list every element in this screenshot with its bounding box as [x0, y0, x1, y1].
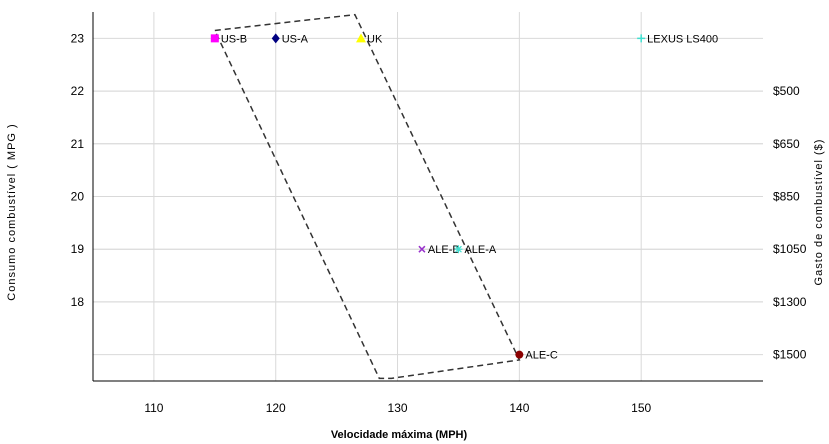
- y-axis-label: Consumo combustível ( MPG ): [6, 123, 18, 300]
- point-marker-x-b: [418, 245, 426, 253]
- y2-tick-labels: $500 $650 $850 $1050 $1300 $1500: [773, 84, 807, 362]
- x-tick-label: 150: [631, 401, 651, 415]
- x-tick-label: 110: [144, 401, 163, 415]
- y-tick-label: 18: [71, 295, 85, 309]
- y2-tick-label: $500: [773, 84, 800, 98]
- data-point-uk: UK: [356, 33, 383, 45]
- y-tick-label: 23: [71, 31, 85, 45]
- data-points: US-B US-A UK LEXUS LS400 ALE-B ALE-A ALE-C: [210, 33, 718, 362]
- y2-axis-label: Gasto de combustível ($): [813, 139, 825, 286]
- data-point-lexus-ls400: LEXUS LS400: [637, 33, 718, 45]
- point-marker-diamond: [271, 33, 280, 44]
- grid: [93, 12, 763, 381]
- axes: [92, 12, 763, 382]
- x-tick-label: 120: [266, 401, 286, 415]
- y2-tick-label: $1500: [773, 348, 807, 362]
- y-tick-label: 20: [71, 190, 85, 204]
- point-label: UK: [367, 33, 383, 45]
- point-label: LEXUS LS400: [647, 33, 718, 45]
- x-tick-label: 140: [509, 401, 529, 415]
- point-label: US-B: [221, 33, 247, 45]
- point-marker-circle: [515, 350, 524, 359]
- y-tick-label: 19: [71, 242, 85, 256]
- y2-tick-label: $650: [773, 137, 800, 151]
- data-point-us-b: US-B: [210, 33, 247, 45]
- y-tick-label: 21: [71, 137, 85, 151]
- y2-tick-label: $850: [773, 190, 800, 204]
- point-label: ALE-B: [428, 244, 460, 256]
- point-marker-square: [210, 34, 219, 43]
- x-tick-labels: 110 120 130 140 150: [144, 401, 651, 415]
- data-point-ale-c: ALE-C: [515, 350, 558, 362]
- point-label: ALE-C: [525, 350, 557, 362]
- point-marker-star-d2: [455, 245, 462, 253]
- y-tick-labels: 18 19 20 21 22 23: [71, 31, 85, 309]
- data-point-ale-b: ALE-B: [418, 244, 460, 256]
- y2-tick-label: $1300: [773, 295, 807, 309]
- y2-tick-label: $1050: [773, 242, 807, 256]
- y-tick-label: 22: [71, 84, 85, 98]
- x-tick-label: 130: [388, 401, 408, 415]
- point-label: US-A: [282, 33, 309, 45]
- x-axis-label: Velocidade máxima (MPH): [331, 429, 468, 441]
- point-label: ALE-A: [464, 244, 496, 256]
- point-marker-triangle: [356, 33, 366, 43]
- data-point-us-a: US-A: [271, 33, 309, 45]
- data-point-ale-a: ALE-A: [454, 244, 497, 256]
